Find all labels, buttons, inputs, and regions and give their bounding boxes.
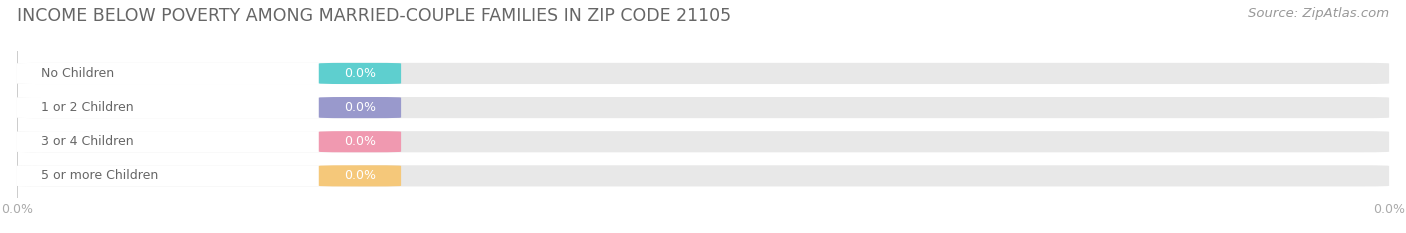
FancyBboxPatch shape — [17, 131, 1389, 152]
Text: 3 or 4 Children: 3 or 4 Children — [41, 135, 134, 148]
FancyBboxPatch shape — [319, 97, 401, 118]
FancyBboxPatch shape — [17, 63, 360, 84]
FancyBboxPatch shape — [319, 165, 401, 186]
FancyBboxPatch shape — [17, 63, 1389, 84]
Text: 0.0%: 0.0% — [344, 135, 375, 148]
Text: Source: ZipAtlas.com: Source: ZipAtlas.com — [1249, 7, 1389, 20]
FancyBboxPatch shape — [17, 165, 360, 186]
Text: 1 or 2 Children: 1 or 2 Children — [41, 101, 134, 114]
FancyBboxPatch shape — [17, 97, 1389, 118]
FancyBboxPatch shape — [17, 165, 1389, 186]
FancyBboxPatch shape — [17, 131, 360, 152]
Text: 0.0%: 0.0% — [344, 101, 375, 114]
Text: 5 or more Children: 5 or more Children — [41, 169, 159, 182]
Text: INCOME BELOW POVERTY AMONG MARRIED-COUPLE FAMILIES IN ZIP CODE 21105: INCOME BELOW POVERTY AMONG MARRIED-COUPL… — [17, 7, 731, 25]
FancyBboxPatch shape — [319, 63, 401, 84]
Text: 0.0%: 0.0% — [344, 67, 375, 80]
FancyBboxPatch shape — [17, 97, 360, 118]
Text: 0.0%: 0.0% — [344, 169, 375, 182]
Text: No Children: No Children — [41, 67, 114, 80]
FancyBboxPatch shape — [319, 131, 401, 152]
